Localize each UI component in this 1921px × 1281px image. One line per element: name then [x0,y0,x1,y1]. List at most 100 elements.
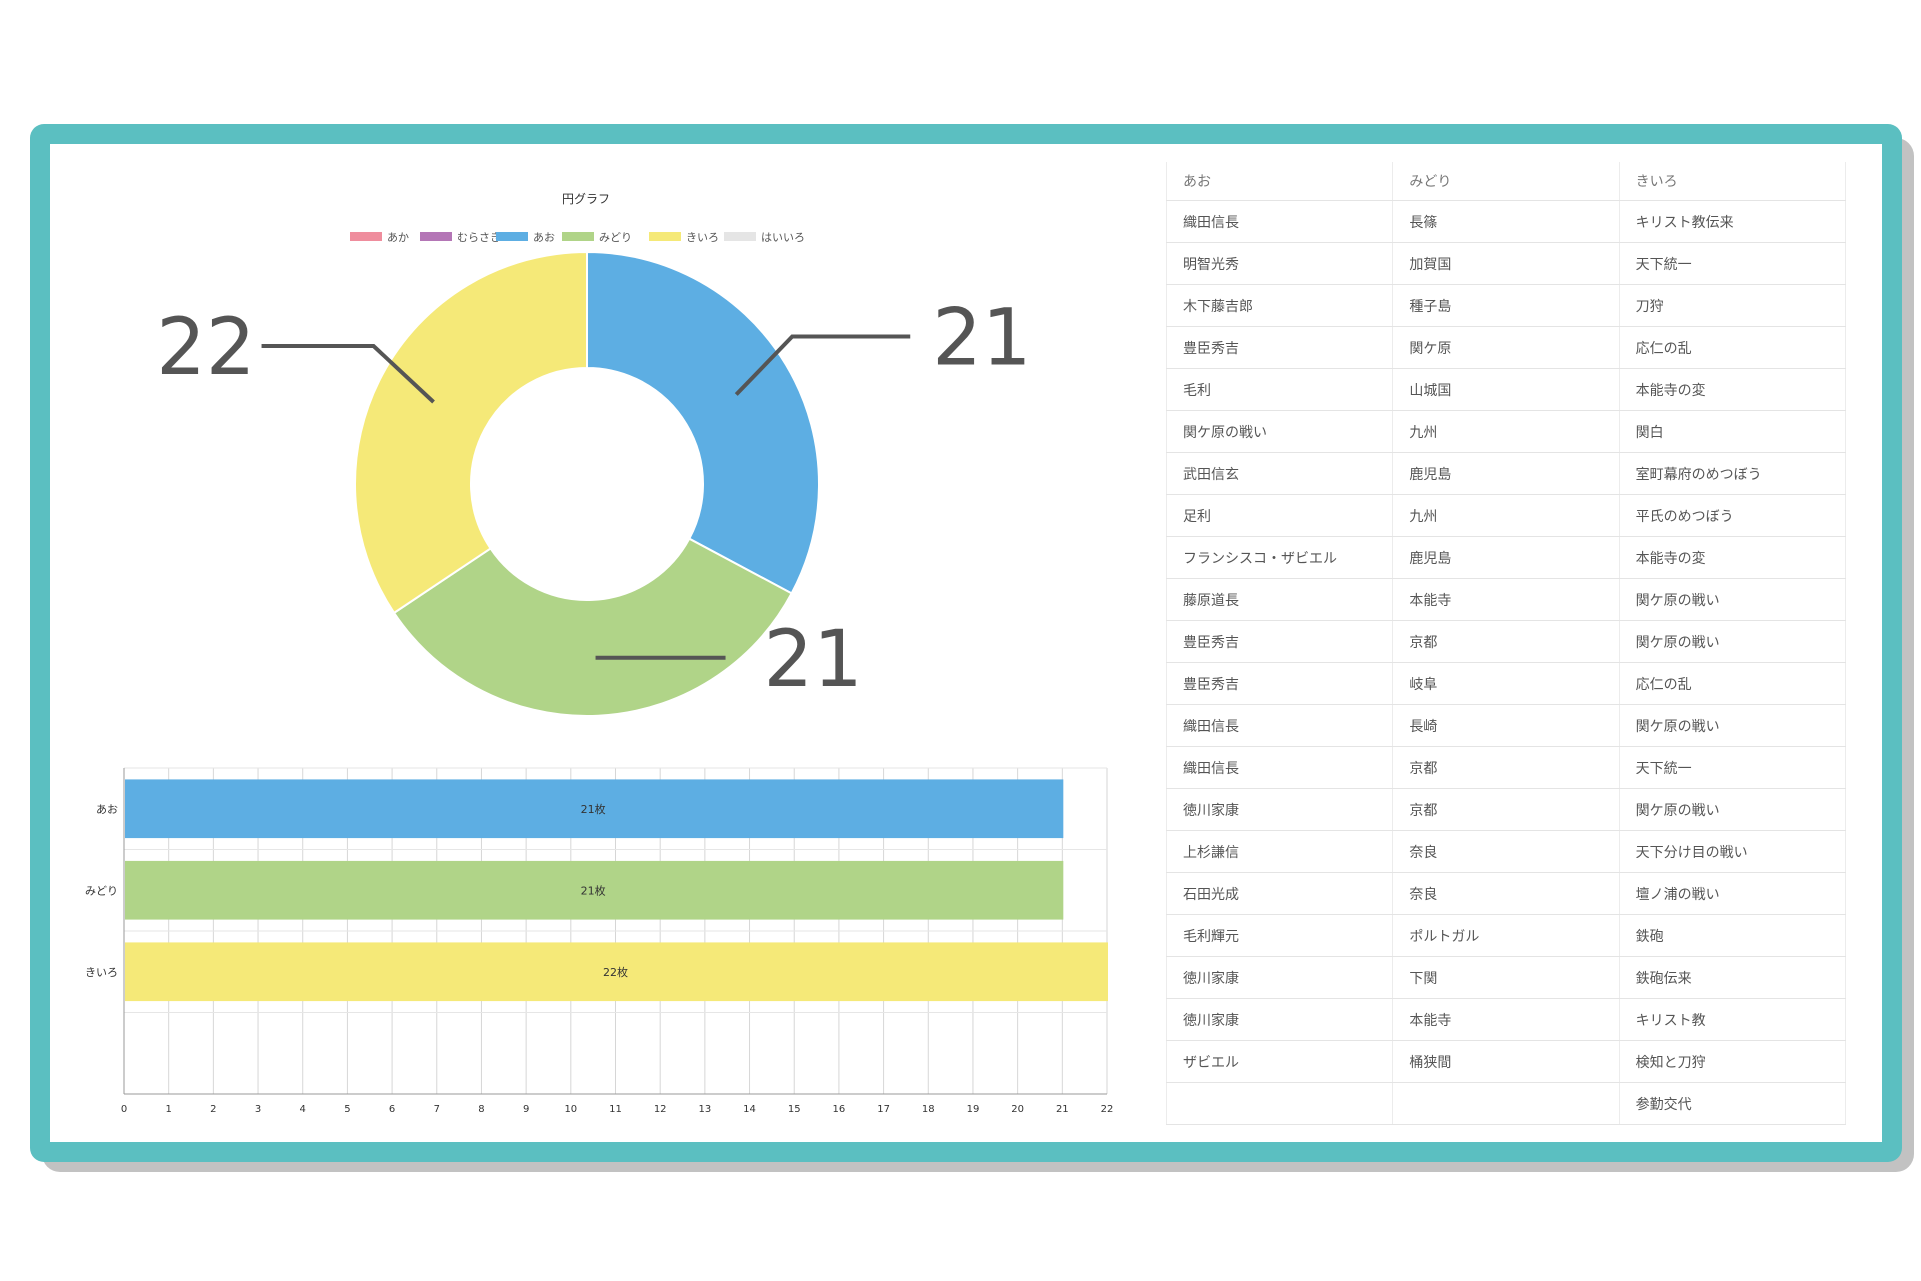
table-cell: 長崎 [1392,704,1620,747]
table-body: 織田信長 長篠 キリスト教伝来 明智光秀 加賀国 天下統一 木下藤吉郎 種子島 刀狩 豊臣秀吉 関ケ… [1165,200,1847,1125]
callout-label-yellow: 22 [156,303,255,393]
table-cell: 京都 [1392,788,1620,831]
table-cell: 本能寺の変 [1618,368,1847,411]
pie-title: 円グラフ [562,192,610,206]
bar-xtick-label: 13 [698,1104,711,1115]
table-cell: 桶狭間 [1392,1040,1620,1083]
bar-xtick-label: 14 [743,1104,756,1115]
table-row: 徳川家康 京都 関ケ原の戦い [1165,788,1847,831]
pie-slice-green [392,537,793,717]
charts-area: 円グラフ あか むらさき あお みどり きいろ はいいろ 21 21 22 21枚 21枚 22枚… [50,144,1150,1142]
table-cell: 徳川家康 [1165,956,1393,999]
table-row: 参勤交代 [1165,1082,1847,1125]
table-cell: 室町幕府のめつぼう [1618,452,1847,495]
table-cell: ザビエル [1165,1040,1393,1083]
bar-data-label-green: 21枚 [581,883,606,897]
table-cell: 天下統一 [1618,746,1847,789]
table-cell: 石田光成 [1165,872,1393,915]
table-cell: 豊臣秀吉 [1165,620,1393,663]
bar-category-label-yellow: きいろ [85,966,118,979]
data-table: あお みどり きいろ 織田信長 長篠 キリスト教伝来 明智光秀 加賀国 天下統一 木下藤吉郎… [1165,162,1847,1125]
table-row: 織田信長 京都 天下統一 [1165,746,1847,789]
table-cell: 奈良 [1392,872,1620,915]
bar-xtick-label: 0 [121,1104,127,1115]
table-cell: 本能寺 [1392,578,1620,621]
pie-callouts: 21 21 22 [156,294,1031,705]
pie-slice-blue [586,250,820,595]
table-row: 織田信長 長崎 関ケ原の戦い [1165,704,1847,747]
legend-swatch-red [350,232,382,241]
table-cell [1165,1082,1393,1125]
table-row: 武田信玄 鹿児島 室町幕府のめつぼう [1165,452,1847,495]
table-cell: 九州 [1392,410,1620,453]
table-cell: 関ケ原の戦い [1165,410,1393,453]
bar-xtick-label: 10 [564,1104,577,1115]
table-cell: 織田信長 [1165,746,1393,789]
table-cell: 豊臣秀吉 [1165,326,1393,369]
table-cell: 豊臣秀吉 [1165,662,1393,705]
bar-xtick-label: 22 [1101,1104,1114,1115]
legend-swatch-green [562,232,594,241]
table-row: フランシスコ・ザビエル 鹿児島 本能寺の変 [1165,536,1847,579]
table-cell: 京都 [1392,620,1620,663]
table-cell: 足利 [1165,494,1393,537]
table-cell: 関ケ原の戦い [1618,620,1847,663]
bar-xtick-label: 5 [344,1104,350,1115]
legend-swatch-gray [724,232,756,241]
table-cell: 上杉謙信 [1165,830,1393,873]
legend-label-red: あか [387,231,409,244]
bar-xtick-label: 8 [478,1104,484,1115]
table-cell: 徳川家康 [1165,788,1393,831]
table-cell: 本能寺の変 [1618,536,1847,579]
table-cell: 明智光秀 [1165,242,1393,285]
bar-axis: 0 1 2 3 4 5 6 7 8 9 10 11 12 13 14 15 16 17 18 19 20 21 22あおみど… [85,768,1113,1115]
table-cell: フランシスコ・ザビエル [1165,536,1393,579]
bar-xtick-label: 16 [833,1104,846,1115]
bar-xtick-label: 11 [609,1104,622,1115]
pie-slices [354,250,820,717]
bar-xtick-label: 18 [922,1104,935,1115]
table-row: 足利 九州 平氏のめつぼう [1165,494,1847,537]
bar-xtick-label: 12 [654,1104,667,1115]
table-row: 明智光秀 加賀国 天下統一 [1165,242,1847,285]
bar-data-label-blue: 21枚 [581,802,606,816]
table-cell: 織田信長 [1165,704,1393,747]
table-cell: 検知と刀狩 [1618,1040,1847,1083]
table-row: 豊臣秀吉 関ケ原 応仁の乱 [1165,326,1847,369]
pie-slice-yellow [354,250,588,615]
legend-swatch-yellow [649,232,681,241]
legend-label-gray: はいいろ [761,231,805,244]
content-panel: 円グラフ あか むらさき あお みどり きいろ はいいろ 21 21 22 21枚 21枚 22枚… [50,144,1882,1142]
table-cell: ポルトガル [1392,914,1620,957]
table-header-row: あお みどり きいろ [1165,162,1847,201]
table-cell: 応仁の乱 [1618,662,1847,705]
table-row: 関ケ原の戦い 九州 関白 [1165,410,1847,453]
bar-xtick-label: 21 [1056,1104,1069,1115]
callout-line-yellow [261,343,435,404]
table-cell: 岐阜 [1392,662,1620,705]
table-cell: 応仁の乱 [1618,326,1847,369]
table-cell: 山城国 [1392,368,1620,411]
callout-line-blue [734,334,911,396]
table-cell: 壇ノ浦の戦い [1618,872,1847,915]
table-row: ザビエル 桶狭間 検知と刀狩 [1165,1040,1847,1083]
table-cell: 種子島 [1392,284,1620,327]
table-cell: 武田信玄 [1165,452,1393,495]
table-row: 豊臣秀吉 岐阜 応仁の乱 [1165,662,1847,705]
table-cell: 木下藤吉郎 [1165,284,1393,327]
table-cell: 関ケ原の戦い [1618,578,1847,621]
table-cell: 長篠 [1392,200,1620,243]
table-cell: 関ケ原の戦い [1618,788,1847,831]
table-cell: 奈良 [1392,830,1620,873]
pie-legend: あか むらさき あお みどり きいろ はいいろ [350,231,805,244]
table-cell: 織田信長 [1165,200,1393,243]
bar-xtick-label: 15 [788,1104,801,1115]
bar-yellow [125,942,1108,1002]
column-header-midori: みどり [1392,162,1620,201]
table-cell: 鹿児島 [1392,536,1620,579]
table-cell: 関白 [1618,410,1847,453]
table-row: 豊臣秀吉 京都 関ケ原の戦い [1165,620,1847,663]
table-cell: 鉄砲 [1618,914,1847,957]
bar-xtick-label: 17 [877,1104,890,1115]
